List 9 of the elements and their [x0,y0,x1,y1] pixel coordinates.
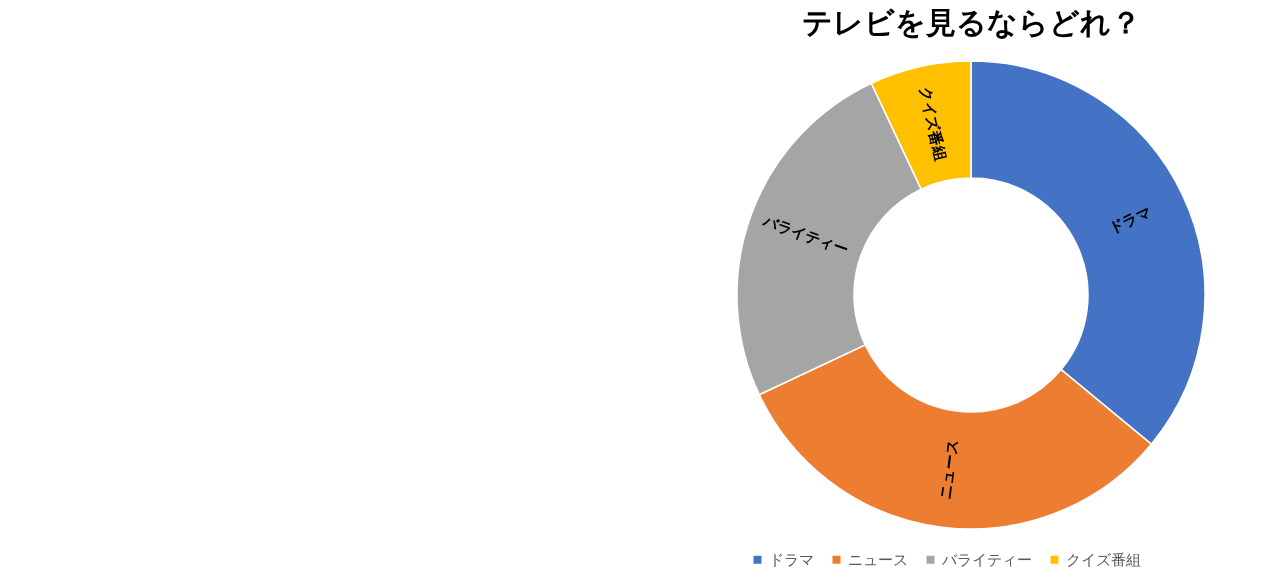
legend-label: バライティー [941,550,1032,569]
slice-label: ニュース [936,438,962,501]
slice-label: クイズ番組 [915,85,950,163]
slice-label: ドラマ [1105,202,1154,238]
legend-label: ドラマ [769,550,814,569]
chart-title: テレビを見るならどれ？ [801,5,1141,40]
legend-label: クイズ番組 [1066,550,1141,569]
slice-label: バライティー [759,211,852,260]
legend-label: ニュース [848,550,908,569]
